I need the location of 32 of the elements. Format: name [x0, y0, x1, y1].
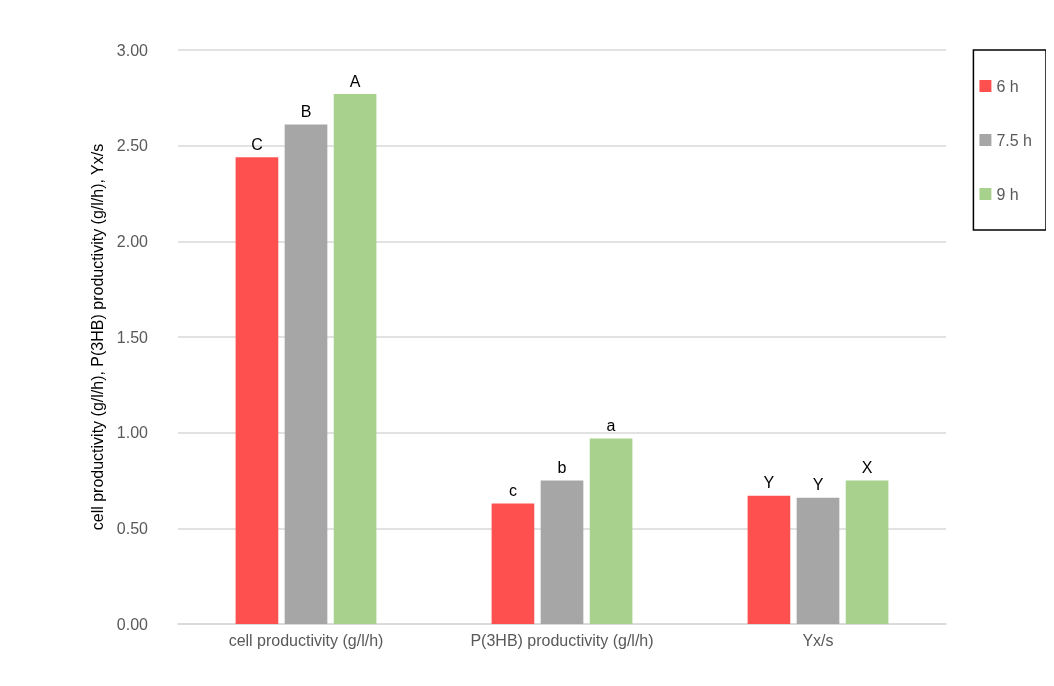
- data-label: X: [861, 459, 873, 476]
- bar: [845, 480, 889, 624]
- y-tick-label: 3.00: [116, 41, 149, 59]
- legend-label: 6 h: [996, 77, 1019, 95]
- data-label: c: [508, 481, 517, 499]
- x-tick-label: cell productivity (g/l/h): [228, 631, 384, 649]
- data-label: Y: [763, 474, 775, 492]
- x-tick-label: P(3HB) productivity (g/l/h): [470, 631, 654, 649]
- data-label: Y: [812, 476, 824, 494]
- legend-label: 9 h: [996, 185, 1019, 203]
- bar: [235, 157, 279, 624]
- data-label: A: [349, 72, 361, 90]
- bar: [540, 480, 584, 624]
- legend-label: 7.5 h: [996, 131, 1033, 149]
- y-tick-label: 2.00: [116, 232, 149, 250]
- y-tick-label: 2.50: [116, 137, 149, 155]
- bar: [284, 124, 328, 624]
- y-tick-label: 1.50: [116, 328, 149, 346]
- y-tick-label: 0.00: [116, 615, 149, 633]
- bar: [333, 94, 377, 624]
- y-axis-title: cell productivity (g/l/h), P(3HB) productivity (g/l/h), Yx/s: [89, 143, 107, 531]
- data-label: B: [300, 103, 312, 121]
- x-tick-label: Yx/s: [802, 631, 834, 649]
- data-label: C: [251, 135, 263, 153]
- bar: [589, 438, 633, 624]
- bar: [796, 497, 840, 624]
- y-tick-label: 0.50: [116, 519, 149, 537]
- y-tick-label: 1.00: [116, 424, 149, 442]
- bar: [491, 503, 535, 624]
- data-label: b: [557, 459, 567, 476]
- data-label: a: [606, 416, 616, 434]
- bar: [747, 495, 791, 624]
